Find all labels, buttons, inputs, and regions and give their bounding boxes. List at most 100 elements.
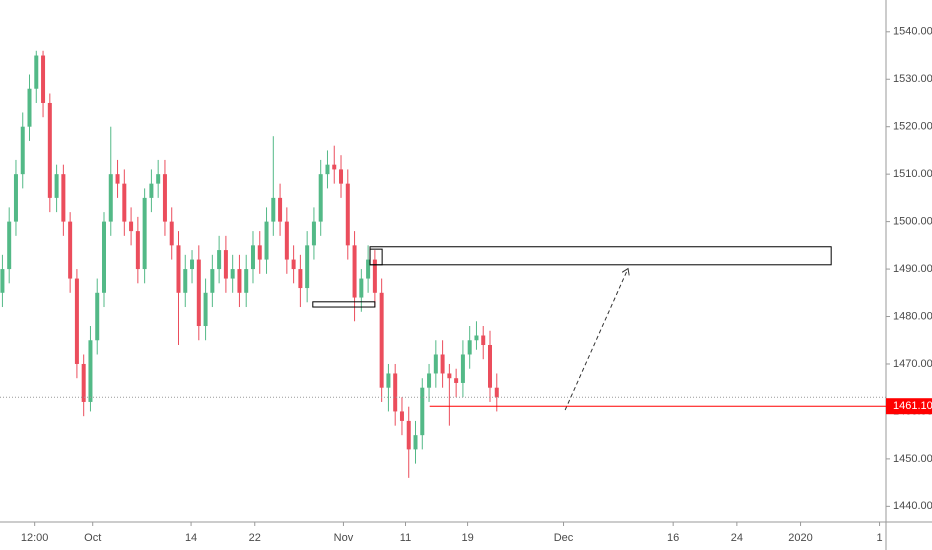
y-tick-label: 1530.00: [893, 73, 932, 85]
candle-body: [366, 259, 371, 279]
candle-body: [115, 174, 120, 184]
candle-body: [68, 221, 73, 279]
candle-body: [433, 354, 438, 374]
candle-body: [176, 245, 181, 293]
candle-body: [162, 174, 167, 222]
candle-body: [332, 164, 337, 170]
y-tick-label: 1450.00: [893, 453, 932, 465]
candle-body: [81, 363, 86, 402]
x-tick-label: 12:00: [21, 532, 49, 544]
candle-body: [27, 88, 32, 127]
candle-body: [217, 250, 222, 270]
candle-body: [149, 183, 154, 198]
candle-body: [427, 373, 432, 388]
candle-body: [237, 269, 242, 293]
candle-body: [494, 387, 499, 398]
candle-body: [406, 420, 411, 450]
candle-body: [488, 344, 493, 388]
y-tick-label: 1540.00: [893, 26, 932, 38]
x-tick-label: Oct: [84, 532, 101, 544]
candle-body: [372, 259, 377, 293]
y-tick-label: 1510.00: [893, 168, 932, 180]
x-tick-label: Nov: [334, 532, 354, 544]
price-label-bg: [886, 398, 932, 415]
candle-body: [122, 183, 127, 222]
x-tick-label: 11: [400, 532, 411, 544]
candle-body: [399, 411, 404, 421]
candle-body: [95, 292, 100, 341]
candle-body: [413, 435, 418, 450]
candle-body: [318, 174, 323, 222]
candle-body: [352, 245, 357, 298]
x-tick-label: 22: [249, 532, 261, 544]
x-tick-label: 14: [185, 532, 197, 544]
candle-body: [386, 373, 391, 388]
candle-body: [271, 197, 276, 222]
price-label: 1461.10: [893, 400, 932, 412]
candle-body: [345, 183, 350, 246]
x-tick-label: 1: [876, 532, 882, 544]
candle-body: [305, 245, 310, 289]
candle-body: [325, 164, 330, 175]
candle-body: [210, 269, 215, 293]
candle-body: [34, 55, 39, 89]
y-tick-label: 1520.00: [893, 121, 932, 133]
candle-body: [250, 245, 255, 270]
candle-body: [339, 169, 344, 184]
candle-body: [54, 174, 59, 198]
candle-body: [183, 269, 188, 293]
y-tick-label: 1470.00: [893, 358, 932, 370]
candle-body: [223, 250, 228, 279]
candle-body: [244, 269, 249, 293]
candle-body: [264, 221, 269, 260]
candle-body: [311, 221, 316, 246]
candle-body: [298, 269, 303, 289]
candle-body: [454, 378, 459, 383]
candle-body: [61, 174, 66, 222]
candle-body: [447, 373, 452, 379]
candle-body: [460, 354, 465, 383]
x-tick-label: 19: [461, 532, 473, 544]
candle-body: [257, 245, 262, 260]
zone-box: [369, 248, 383, 266]
candle-body: [420, 387, 425, 436]
candle-body: [440, 354, 445, 374]
candle-body: [359, 278, 364, 298]
candle-body: [203, 292, 208, 327]
candle-body: [13, 174, 18, 222]
x-tick-label: 16: [667, 532, 679, 544]
candle-body: [41, 55, 46, 103]
candle-body: [101, 221, 106, 293]
candle-body: [0, 269, 5, 293]
candle-body: [284, 221, 289, 260]
candle-body: [108, 174, 113, 222]
x-tick-label: 2020: [788, 532, 812, 544]
candle-body: [379, 292, 384, 388]
zone-box: [312, 301, 376, 308]
candle-body: [190, 259, 195, 270]
candle-body: [156, 174, 161, 184]
candle-body: [196, 259, 201, 327]
candle-body: [20, 126, 25, 175]
candle-body: [135, 231, 140, 270]
candle-body: [481, 335, 486, 345]
zone-box: [369, 246, 832, 266]
candle-body: [291, 259, 296, 270]
candle-body: [230, 269, 235, 279]
candle-body: [467, 340, 472, 355]
candle-body: [142, 197, 147, 270]
candle-body: [474, 335, 479, 341]
projection-arrow: [564, 269, 628, 411]
y-tick-label: 1500.00: [893, 216, 932, 228]
y-tick-label: 1480.00: [893, 310, 932, 322]
candle-body: [74, 278, 79, 364]
x-tick-label: 24: [731, 532, 743, 544]
candle-body: [393, 373, 398, 412]
y-tick-label: 1440.00: [893, 500, 932, 512]
candle-body: [129, 221, 134, 232]
x-tick-label: Dec: [554, 532, 574, 544]
y-tick-label: 1490.00: [893, 263, 932, 275]
candle-body: [169, 221, 174, 246]
candle-body: [7, 221, 12, 270]
